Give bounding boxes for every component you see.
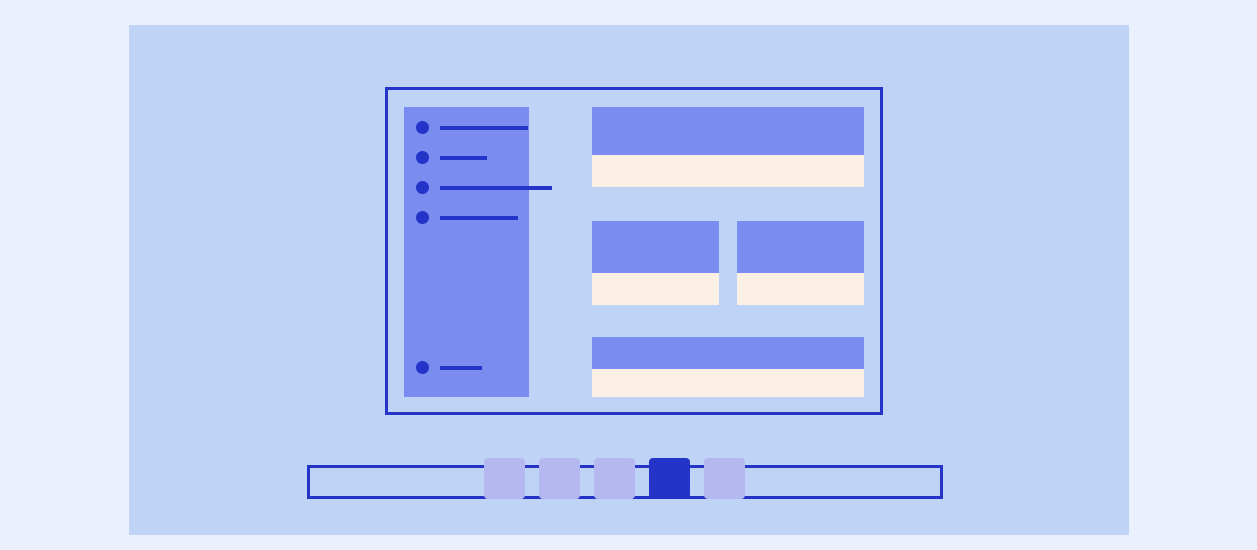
bullet-icon: [416, 211, 429, 224]
card-header: [592, 107, 864, 155]
sidebar-item[interactable]: [416, 181, 552, 194]
sidebar-item-label-placeholder: [440, 126, 528, 130]
content-card[interactable]: [592, 221, 719, 305]
card-body: [737, 273, 864, 305]
card-header: [737, 221, 864, 273]
sidebar-item[interactable]: [416, 211, 518, 224]
content-card[interactable]: [592, 107, 864, 187]
sidebar-item[interactable]: [416, 361, 482, 374]
bullet-icon: [416, 361, 429, 374]
sidebar-item[interactable]: [416, 151, 487, 164]
sidebar-item-label-placeholder: [440, 216, 518, 220]
dock-item[interactable]: [594, 458, 635, 499]
dock-item[interactable]: [484, 458, 525, 499]
card-body: [592, 273, 719, 305]
content-card[interactable]: [737, 221, 864, 305]
bullet-icon: [416, 121, 429, 134]
sidebar-item[interactable]: [416, 121, 528, 134]
sidebar-item-label-placeholder: [440, 186, 552, 190]
card-body: [592, 369, 864, 397]
bullet-icon: [416, 151, 429, 164]
dock-item-active[interactable]: [649, 458, 690, 499]
sidebar-item-label-placeholder: [440, 366, 482, 370]
card-body: [592, 155, 864, 187]
dock-item[interactable]: [704, 458, 745, 499]
sidebar-item-label-placeholder: [440, 156, 487, 160]
card-header: [592, 221, 719, 273]
wireframe-stage: [129, 25, 1129, 535]
card-header: [592, 337, 864, 369]
bullet-icon: [416, 181, 429, 194]
dock-item[interactable]: [539, 458, 580, 499]
content-card[interactable]: [592, 337, 864, 397]
